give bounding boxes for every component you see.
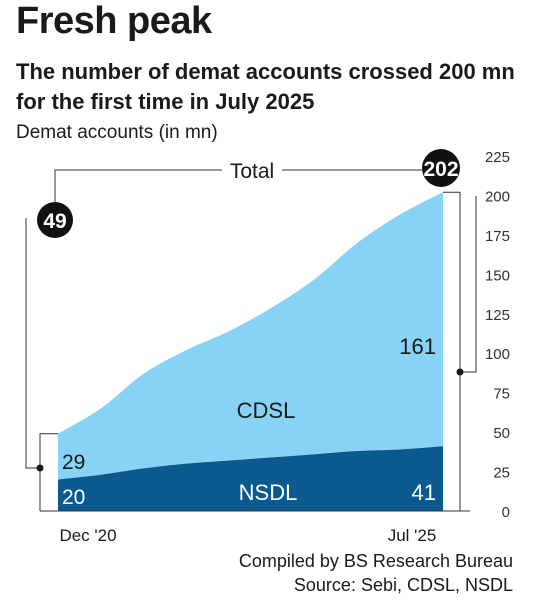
- y-tick-label: 125: [485, 307, 510, 324]
- cdsl-series-label: CDSL: [237, 398, 296, 423]
- headline: Fresh peak: [16, 0, 212, 42]
- y-tick-label: 0: [502, 504, 510, 521]
- subtitle: The number of demat accounts crossed 200…: [16, 59, 515, 114]
- end-total-badge: [422, 149, 460, 187]
- start-cdsl-value: 29: [62, 451, 85, 474]
- compiled-by-note: Compiled by BS Research Bureau: [238, 551, 513, 571]
- nsdl-series-label: NSDL: [239, 480, 298, 505]
- total-label: Total: [230, 160, 274, 183]
- start-total-value: 49: [43, 210, 66, 233]
- end-nsdl-value: 41: [412, 480, 436, 505]
- y-tick-label: 175: [485, 228, 510, 245]
- start-bracket: [39, 433, 58, 511]
- x-tick-label: Dec '20: [59, 526, 116, 545]
- y-tick-label: 150: [485, 267, 510, 284]
- y-tick-label: 75: [493, 386, 510, 403]
- end-total-value: 202: [423, 158, 458, 181]
- start-leader-line: [25, 218, 40, 469]
- cdsl-area: [58, 192, 443, 480]
- unit-label: Demat accounts (in mn): [16, 122, 218, 143]
- y-tick-label: 50: [493, 425, 510, 442]
- start-total-badge: [37, 202, 73, 238]
- y-tick-label: 225: [485, 149, 510, 166]
- end-leader-line: [460, 196, 477, 373]
- y-tick-label: 100: [485, 346, 510, 363]
- start-nsdl-value: 20: [62, 486, 85, 509]
- y-tick-label: 200: [485, 188, 510, 205]
- nsdl-area: [58, 446, 443, 511]
- end-leader-dot: [456, 368, 464, 376]
- end-bracket: [443, 191, 461, 511]
- end-cdsl-value: 161: [399, 334, 436, 359]
- y-tick-label: 25: [493, 465, 510, 482]
- source-note: Source: Sebi, CDSL, NSDL: [293, 575, 513, 595]
- total-left-line: [54, 169, 222, 202]
- start-leader-dot: [36, 464, 44, 472]
- x-tick-label: Jul '25: [388, 526, 437, 545]
